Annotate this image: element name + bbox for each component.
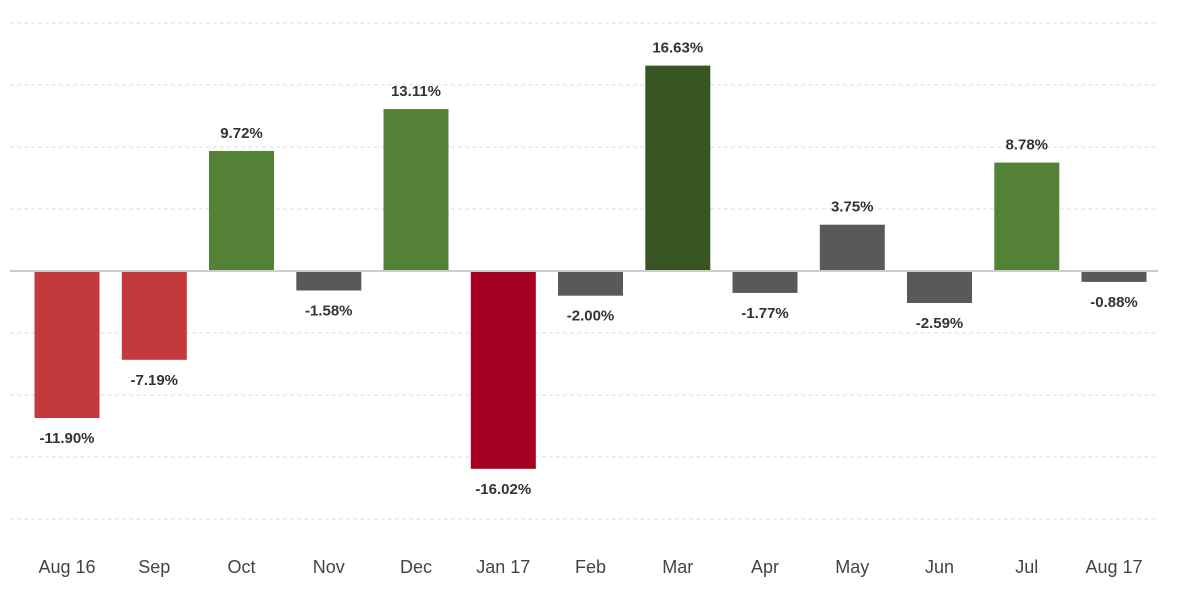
value-label: -2.59% <box>916 315 964 332</box>
value-label: 9.72% <box>220 125 263 142</box>
gridlines <box>10 22 1158 520</box>
category-label: May <box>835 557 869 577</box>
bar-feb <box>558 271 623 296</box>
category-label: Sep <box>138 557 170 577</box>
bar-jun <box>907 271 972 303</box>
value-label: 16.63% <box>652 40 703 57</box>
value-labels: -11.90% -7.19% 9.72% -1.58% 13.11% -16.02% -2.… <box>39 40 1137 498</box>
bar-oct <box>209 151 274 271</box>
bars <box>34 65 1147 469</box>
category-label: Mar <box>662 557 693 577</box>
bar-sep <box>121 271 187 360</box>
value-label: -1.58% <box>305 303 353 320</box>
bar-jul <box>994 162 1060 271</box>
value-label: 3.75% <box>831 199 874 216</box>
category-label: Oct <box>227 557 255 577</box>
value-label: -7.19% <box>130 372 178 389</box>
bar-aug-16 <box>34 271 100 418</box>
value-label: -0.88% <box>1090 294 1138 311</box>
bar-jan-17 <box>470 271 536 469</box>
bar-aug-17 <box>1081 271 1147 282</box>
category-label: Nov <box>313 557 345 577</box>
bar-apr <box>732 271 798 293</box>
bar-may <box>819 224 885 271</box>
value-label: -16.02% <box>475 481 531 498</box>
category-labels: Aug 16 Sep Oct Nov Dec Jan 17 Feb Mar Apr May Jun J… <box>38 557 1142 577</box>
value-label: -1.77% <box>741 305 789 322</box>
category-label: Jul <box>1015 557 1038 577</box>
bar-mar <box>645 65 711 271</box>
category-label: Jun <box>925 557 954 577</box>
category-label: Dec <box>400 557 432 577</box>
category-label: Aug 17 <box>1085 557 1142 577</box>
category-label: Apr <box>751 557 779 577</box>
value-label: -11.90% <box>39 430 94 447</box>
category-label: Feb <box>575 557 606 577</box>
value-label: 13.11% <box>391 83 441 100</box>
category-label: Aug 16 <box>38 557 95 577</box>
value-label: 8.78% <box>1005 137 1048 154</box>
bar-dec <box>383 109 449 271</box>
bar-nov <box>296 271 362 291</box>
value-label: -2.00% <box>567 308 615 325</box>
category-label: Jan 17 <box>476 557 530 577</box>
